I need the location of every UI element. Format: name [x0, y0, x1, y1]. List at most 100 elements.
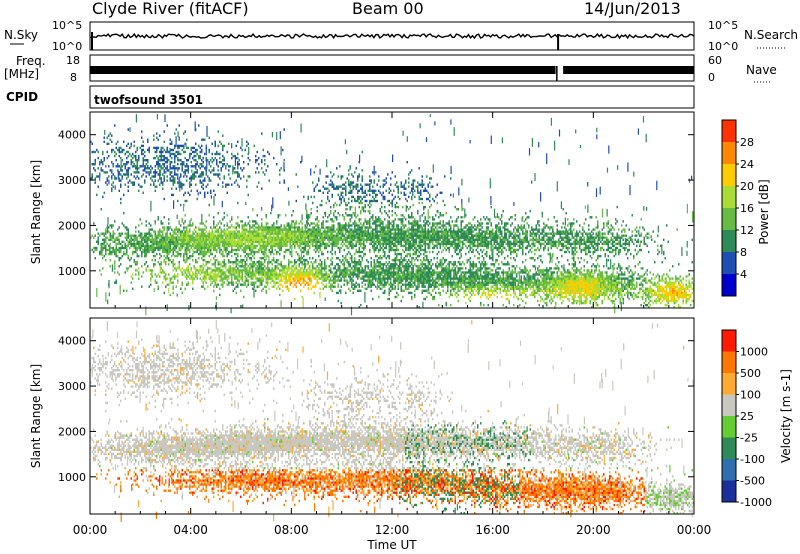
heat-cell: [384, 254, 386, 258]
heat-cell: [210, 277, 212, 280]
heat-cell: [205, 250, 207, 254]
heat-cell: [235, 156, 237, 160]
heat-cell: [333, 242, 335, 246]
heat-cell: [313, 248, 315, 252]
heat-cell: [286, 279, 288, 282]
heat-cell: [378, 248, 380, 252]
heat-cell: [183, 222, 185, 225]
heat-cell: [330, 283, 332, 286]
heat-cell: [390, 281, 392, 284]
heat-cell: [402, 261, 404, 264]
heat-cell: [108, 142, 110, 145]
heat-cell: [228, 232, 230, 235]
heat-cell: [231, 281, 233, 284]
heat-cell: [328, 183, 330, 186]
heat-cell: [127, 240, 129, 243]
heat-cell: [222, 165, 224, 168]
heat-cell: [109, 236, 111, 239]
heat-cell: [183, 132, 185, 135]
heat-cell: [172, 238, 174, 241]
heat-cell: [370, 181, 372, 184]
heat-cell: [360, 242, 362, 246]
heat-cell: [204, 179, 206, 182]
heat-cell: [289, 246, 291, 250]
heat-cell: [345, 279, 347, 282]
heat-cell: [240, 146, 242, 150]
heat-cell: [178, 222, 180, 225]
heat-cell: [159, 248, 161, 252]
heat-cell: [120, 173, 122, 176]
heat-cell: [169, 167, 171, 170]
heat-cell: [94, 163, 96, 166]
heat-cell: [307, 218, 309, 221]
heat-cell: [292, 285, 294, 288]
heat-cell: [91, 163, 93, 166]
heat-cell: [127, 228, 129, 231]
heat-cell: [337, 267, 339, 270]
heat-cell: [295, 267, 297, 270]
heat-cell: [363, 246, 365, 250]
heat-cell: [232, 242, 234, 246]
heat-cell: [154, 150, 156, 154]
heat-cell: [274, 236, 276, 239]
heat-cell: [307, 244, 309, 248]
heat-cell: [129, 240, 131, 243]
heat-cell: [352, 185, 354, 188]
heat-cell: [133, 244, 135, 248]
heat-cell: [298, 271, 300, 274]
heat-cell: [328, 281, 330, 284]
heat-cell: [192, 146, 194, 150]
heat-cell: [382, 185, 384, 188]
heat-cell: [199, 267, 201, 270]
heat-cell: [376, 259, 378, 262]
heat-cell: [172, 263, 174, 266]
heat-cell: [157, 230, 159, 233]
heat-cell: [117, 248, 119, 252]
heat-cell: [256, 214, 258, 217]
heat-cell: [288, 289, 290, 292]
heat-cell: [214, 261, 216, 264]
heat-cell: [192, 254, 194, 258]
heat-cell: [201, 181, 203, 184]
heat-cell: [129, 179, 131, 182]
heat-cell: [165, 240, 167, 243]
heat-cell: [213, 246, 215, 250]
heat-cell: [199, 154, 201, 158]
heat-cell: [105, 236, 107, 239]
heat-cell: [196, 248, 198, 252]
heat-cell: [345, 259, 347, 262]
heat-cell: [274, 228, 276, 231]
heat-cell: [348, 242, 350, 246]
heat-cell: [204, 287, 206, 290]
heat-cell: [339, 185, 341, 188]
heat-cell: [223, 238, 225, 241]
heat-cell: [322, 277, 324, 280]
heat-cell: [147, 138, 149, 141]
heat-cell: [225, 273, 227, 276]
heat-cell: [192, 252, 194, 256]
heat-cell: [388, 273, 390, 276]
heat-cell: [240, 283, 242, 286]
heat-cell: [358, 250, 360, 254]
heat-cell: [126, 250, 128, 254]
heat-cell: [333, 234, 335, 237]
heat-cell: [279, 269, 281, 272]
heat-cell: [378, 257, 380, 260]
heat-cell: [312, 267, 314, 270]
heat-cell: [313, 230, 315, 233]
heat-cell: [361, 271, 363, 274]
heat-cell: [184, 259, 186, 262]
heat-cell: [214, 144, 216, 148]
heat-cell: [213, 257, 215, 260]
heat-cell: [163, 242, 165, 246]
heat-cell: [147, 165, 149, 168]
heat-cell: [211, 156, 213, 160]
heat-cell: [312, 257, 314, 260]
heat-cell: [400, 257, 402, 260]
heat-cell: [354, 287, 356, 290]
heat-cell: [147, 246, 149, 250]
heat-cell: [310, 212, 312, 215]
heat-cell: [229, 267, 231, 270]
heat-cell: [372, 195, 374, 199]
heat-cell: [135, 234, 137, 237]
